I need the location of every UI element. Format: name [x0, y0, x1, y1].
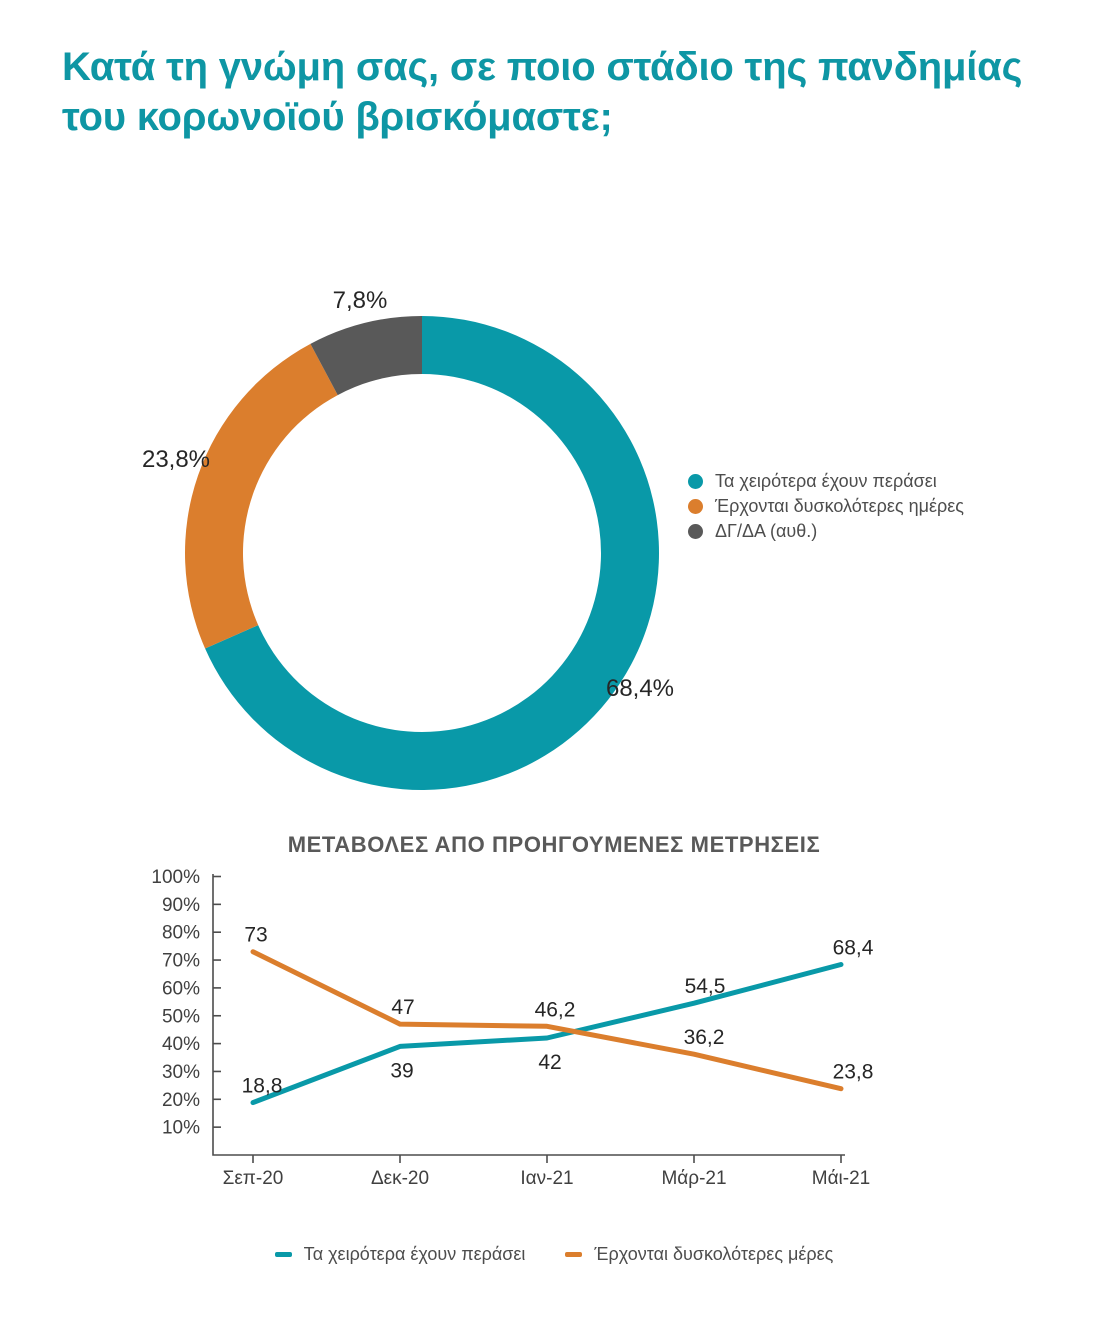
y-axis-tick-label: 100%: [151, 867, 200, 888]
donut-legend-label: Έρχονται δυσκολότερες ημέρες: [715, 496, 964, 516]
data-point-label: 46,2: [535, 998, 576, 1021]
series-line-0: [250, 962, 844, 1106]
y-axis-tick-label: 90%: [162, 895, 200, 916]
page-title: Κατά τη γνώμη σας, σε ποιο στάδιο της πα…: [62, 42, 1072, 142]
legend-dash-teal-icon: [274, 1252, 292, 1257]
data-point-label: 23,8: [833, 1061, 874, 1084]
line-legend-label: Τα χειρότερα έχουν περάσει: [303, 1244, 526, 1264]
legend-swatch-orange-icon: [688, 499, 703, 514]
y-axis-tick-label: 80%: [162, 923, 200, 944]
donut-chart: [185, 316, 660, 790]
series-line-1: [250, 949, 844, 1092]
donut-legend-label: Τα χειρότερα έχουν περάσει: [715, 471, 937, 491]
data-point-label: 42: [538, 1051, 561, 1074]
donut-legend-item-worse-days: Έρχονται δυσκολότερες ημέρες: [688, 494, 964, 519]
donut-slice-label-worse-days: 23,8%: [141, 446, 211, 473]
donut-slice-2: [310, 316, 422, 396]
y-axis-tick-label: 60%: [162, 978, 200, 999]
x-axis-label-may21: Μάι-21: [811, 1168, 871, 1189]
data-point-label: 36,2: [684, 1026, 725, 1049]
x-axis-label-mar21: Μάρ-21: [661, 1168, 727, 1189]
line-legend-item-worse-days: Έρχονται δυσκολότερες μέρες: [565, 1244, 833, 1265]
y-axis-tick-label: 30%: [162, 1062, 200, 1083]
line-legend-label: Έρχονται δυσκολότερες μέρες: [594, 1244, 834, 1264]
legend-swatch-gray-icon: [688, 524, 703, 539]
data-point-label: 68,4: [833, 937, 874, 960]
y-axis-tick-label: 40%: [162, 1034, 200, 1055]
page-title-line-2: του κορωνοϊού βρισκόμαστε;: [62, 95, 613, 139]
donut-legend: Τα χειρότερα έχουν περάσει Έρχονται δυσκ…: [688, 469, 964, 544]
y-axis-tick-label: 70%: [162, 951, 200, 972]
line-chart: 10% 20% 30% 40% 50% 60% 70% 80% 90% 100% 18,8 39 42 5…: [151, 867, 874, 1163]
donut-slice-label-worst-passed: 68,4%: [605, 675, 675, 702]
donut-legend-item-dgda: ΔΓ/ΔΑ (αυθ.): [688, 519, 964, 544]
donut-slice-1: [185, 343, 338, 649]
y-axis-tick-label: 50%: [162, 1006, 200, 1027]
data-point-label: 39: [390, 1059, 413, 1082]
donut-legend-label: ΔΓ/ΔΑ (αυθ.): [715, 521, 818, 541]
donut-slice-label-dgda: 7,8%: [332, 287, 388, 314]
line-chart-title: ΜΕΤΑΒΟΛΕΣ ΑΠΟ ΠΡΟΗΓΟΥΜΕΝΕΣ ΜΕΤΡΗΣΕΙΣ: [287, 832, 821, 857]
chart-axes: [212, 874, 845, 1156]
data-point-label: 73: [244, 924, 267, 947]
x-axis-label-jan21: Ιαν-21: [520, 1168, 574, 1189]
line-legend-item-worst-passed: Τα χειρότερα έχουν περάσει: [274, 1244, 526, 1265]
y-axis-tick-label: 10%: [162, 1118, 200, 1139]
legend-dash-orange-icon: [565, 1252, 583, 1257]
x-axis-label-dec20: Δεκ-20: [370, 1168, 430, 1189]
data-point-label: 47: [391, 996, 414, 1019]
line-chart-legend: Τα χειρότερα έχουν περάσει Έρχονται δυσκ…: [0, 1244, 1108, 1265]
legend-swatch-teal-icon: [688, 474, 703, 489]
donut-legend-item-worst-passed: Τα χειρότερα έχουν περάσει: [688, 469, 964, 494]
data-point-label: 18,8: [242, 1075, 283, 1098]
y-axis-tick-label: 20%: [162, 1090, 200, 1111]
x-axis-label-sep20: Σεπ-20: [222, 1168, 284, 1189]
page-title-line-1: Κατά τη γνώμη σας, σε ποιο στάδιο της πα…: [62, 45, 1023, 89]
data-point-label: 54,5: [685, 975, 726, 998]
